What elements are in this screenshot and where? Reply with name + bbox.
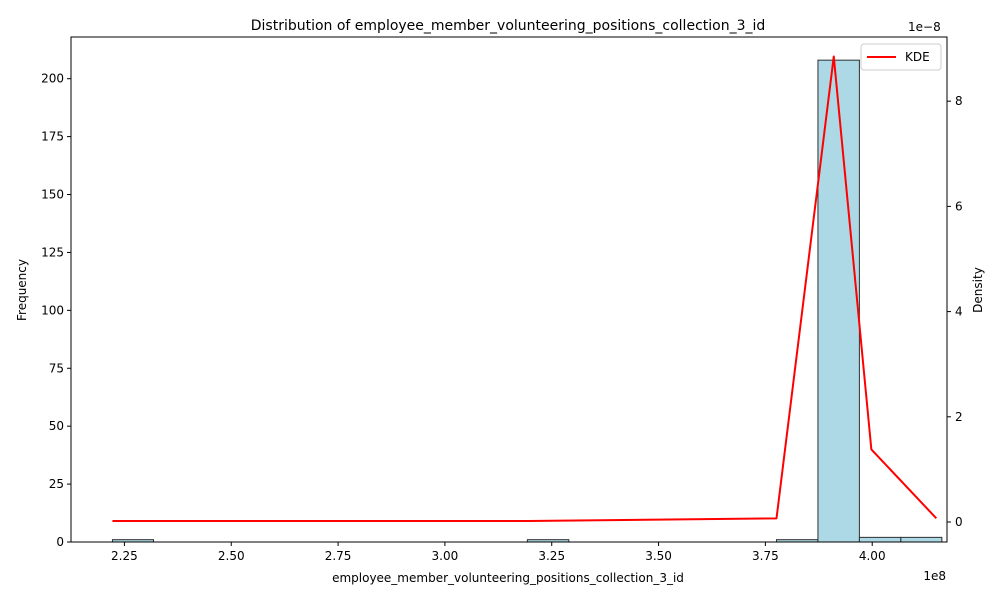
y2-tick-label-0: 0 [955,515,963,529]
kde-line [112,55,938,522]
x-tick-label-0: 2.25 [111,549,138,563]
y-tick-label-2: 50 [49,419,64,433]
y-tick-label-5: 125 [41,245,64,259]
y-tick-label-3: 75 [49,361,64,375]
bars-layer [111,59,943,543]
histogram-bar-5 [900,536,943,543]
y2-tick-label-3: 6 [955,199,963,213]
y2-axis-ticks: 0 2 4 6 8 [947,94,963,529]
y2-tick-label-2: 4 [955,305,963,319]
legend-kde-label: KDE [905,50,930,64]
x-tick-label-5: 3.50 [645,549,672,563]
y-tick-label-6: 150 [41,188,64,202]
x-axis-title: employee_member_volunteering_positions_c… [332,571,684,585]
x-tick-label-7: 4.00 [859,549,886,563]
legend-frame [860,43,942,71]
y2-axis-title: Density [971,267,985,313]
plot-frame [70,36,948,543]
x-tick-label-1: 2.50 [218,549,245,563]
x-axis-ticks: 2.25 2.50 2.75 3.00 3.25 3.50 3.75 4.00 [111,542,886,563]
legend: KDE [860,43,942,71]
kde-layer [112,55,938,522]
y2-tick-label-1: 2 [955,410,963,424]
y-tick-label-1: 25 [49,477,64,491]
y-axis-ticks: 0 25 50 75 100 125 150 175 200 [41,72,71,549]
y-tick-label-0: 0 [56,535,64,549]
y-tick-label-7: 175 [41,130,64,144]
y-tick-label-8: 200 [41,72,64,86]
histogram-bar-3 [817,59,860,543]
axes-layer [70,36,948,543]
x-tick-label-4: 3.25 [538,549,565,563]
histogram-bar-4 [858,536,902,543]
x-tick-label-3: 3.00 [432,549,459,563]
y2-offset-label: 1e−8 [908,20,941,34]
x-tick-label-6: 3.75 [752,549,779,563]
y2-tick-label-4: 8 [955,94,963,108]
chart-title: Distribution of employee_member_voluntee… [251,18,766,34]
y-tick-label-4: 100 [41,303,64,317]
x-tick-label-2: 2.75 [325,549,352,563]
x-offset-label: 1e8 [923,569,946,583]
y-axis-title: Frequency [15,259,29,321]
